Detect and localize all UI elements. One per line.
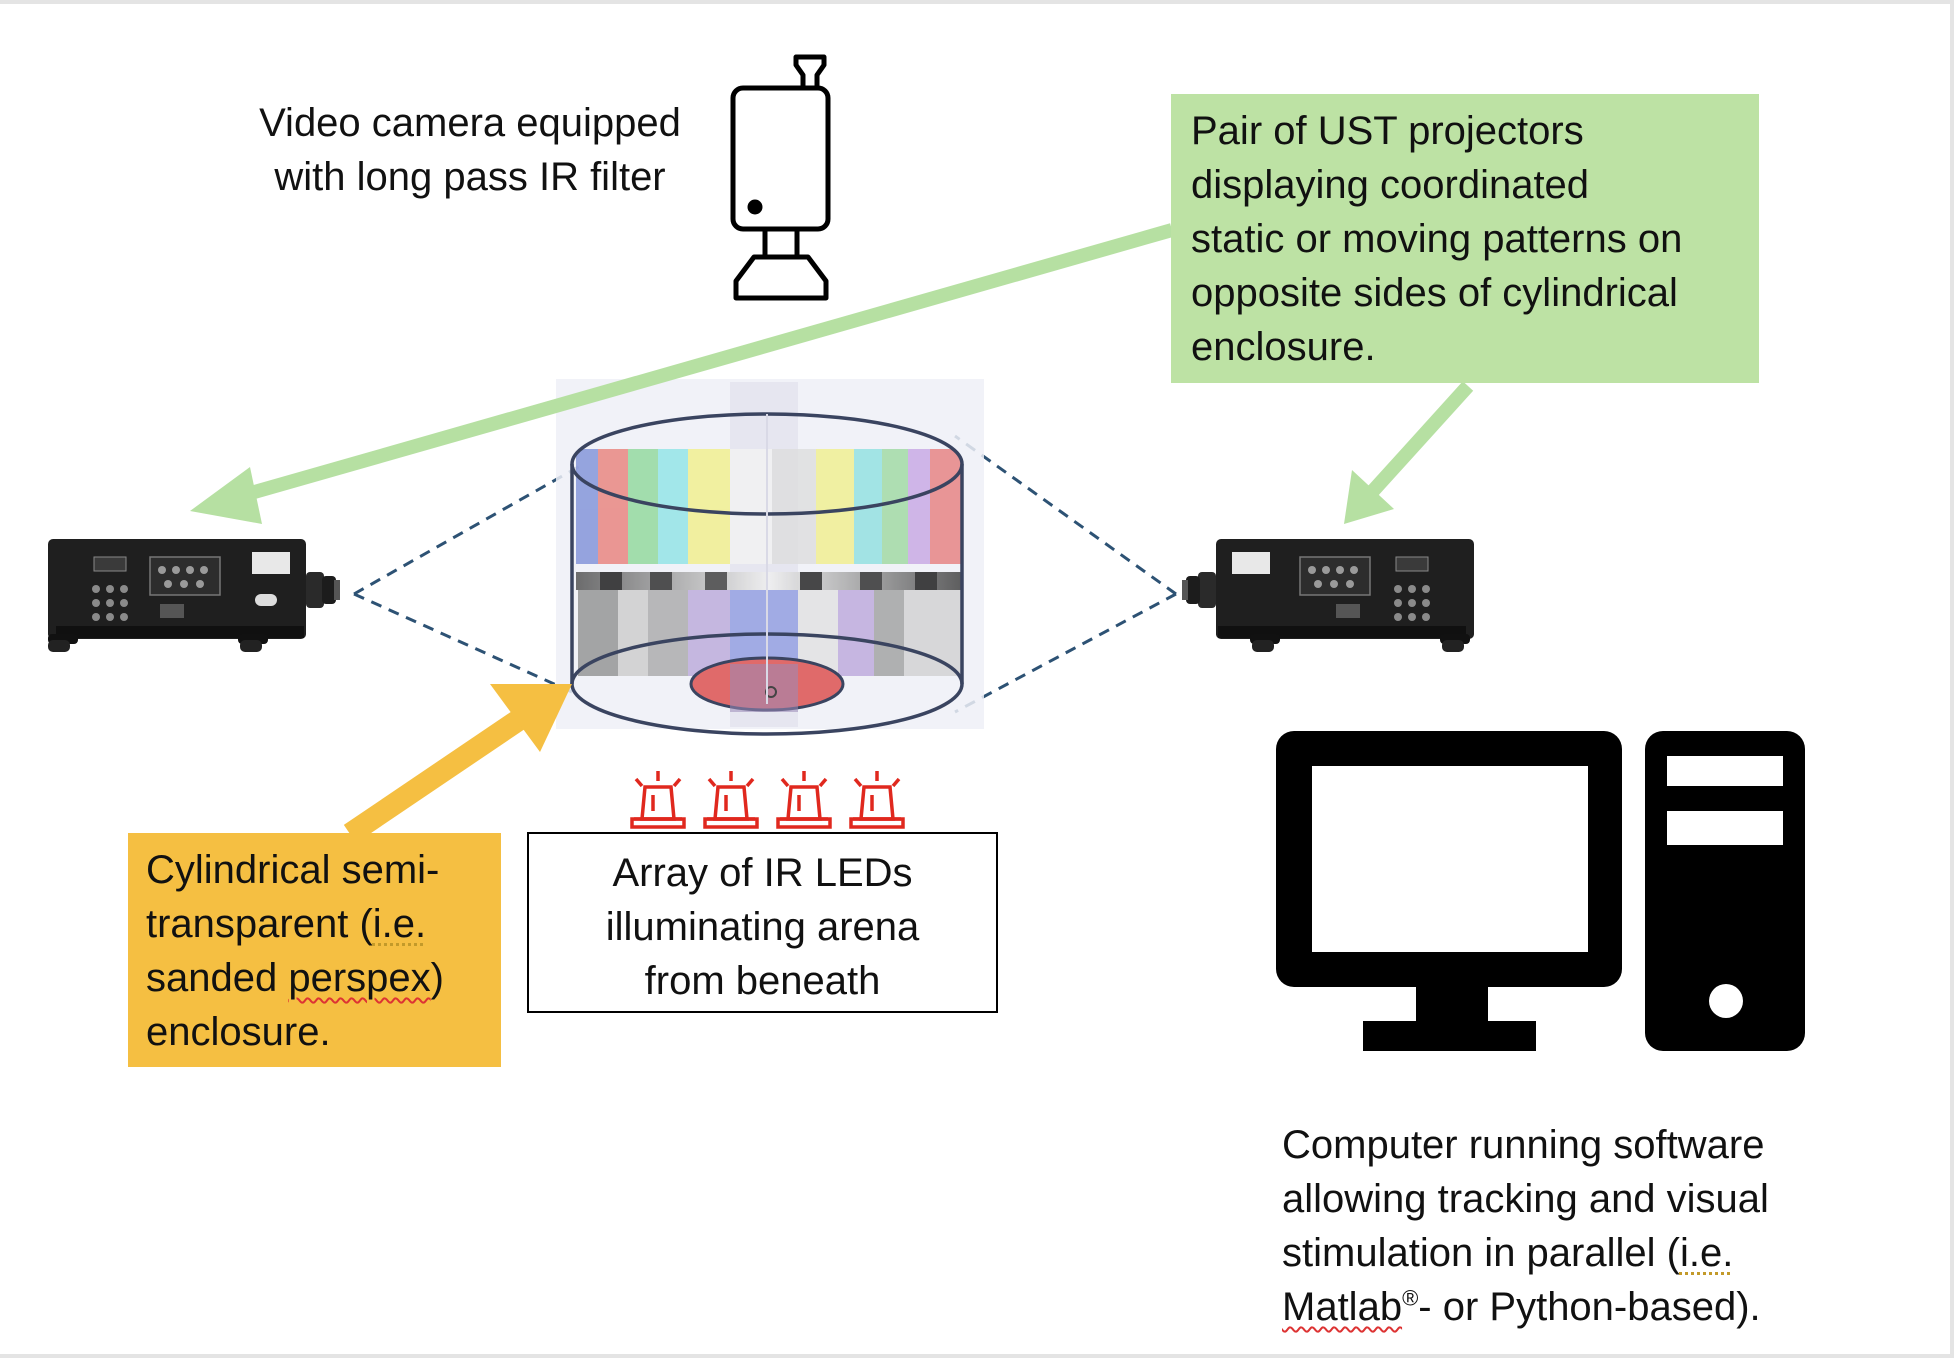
- enclosure-line2b: i.e.: [372, 902, 427, 946]
- computer-label: Computer running software allowing track…: [1282, 1118, 1902, 1334]
- enclosure-line3a: sanded: [146, 956, 289, 1000]
- diagram-canvas: [48, 54, 1805, 1051]
- enclosure-callout-text: Cylindrical semi- transparent (i.e. sand…: [146, 843, 496, 1059]
- projection-lines: [353, 434, 1177, 714]
- camera-label: Video camera equipped with long pass IR …: [230, 96, 710, 204]
- ir-led-icon: [703, 771, 759, 829]
- projectors-line5: enclosure.: [1191, 325, 1376, 369]
- enclosure-line2: transparent (i.e.: [146, 897, 496, 951]
- computer-line1: Computer running software: [1282, 1123, 1765, 1167]
- camera-label-line1: Video camera equipped: [259, 101, 681, 145]
- video-camera-icon: [730, 54, 831, 301]
- ir-led-icon: [630, 771, 686, 829]
- computer-line3: stimulation in parallel (i.e.: [1282, 1226, 1902, 1280]
- ir-led-array: [630, 771, 905, 829]
- green-arrows: [190, 223, 1474, 524]
- led-line1: Array of IR LEDs: [612, 851, 913, 895]
- enclosure-line4: enclosure.: [146, 1010, 331, 1054]
- computer-line2: allowing tracking and visual: [1282, 1177, 1769, 1221]
- enclosure-line1: Cylindrical semi-: [146, 848, 440, 892]
- computer-line4c: - or Python-based).: [1418, 1285, 1761, 1329]
- projector-left-icon: [48, 539, 340, 652]
- enclosure-line3: sanded perspex): [146, 951, 496, 1005]
- projectors-callout-text: Pair of UST projectors displaying coordi…: [1191, 104, 1751, 374]
- projectors-line2: displaying coordinated: [1191, 163, 1590, 207]
- camera-label-line2: with long pass IR filter: [274, 155, 666, 199]
- projectors-line4: opposite sides of cylindrical: [1191, 271, 1678, 315]
- cylindrical-enclosure: [556, 379, 984, 736]
- yellow-arrow: [343, 684, 572, 844]
- computer-line4b: ®: [1402, 1285, 1419, 1311]
- led-callout-text: Array of IR LEDs illuminating arena from…: [529, 846, 996, 1008]
- projectors-line3: static or moving patterns on: [1191, 217, 1683, 261]
- computer-line4: Matlab®- or Python-based).: [1282, 1280, 1902, 1334]
- projected-pattern: [576, 449, 962, 676]
- computer-line4a: Matlab: [1282, 1285, 1403, 1329]
- led-line2: illuminating arena: [605, 905, 920, 949]
- led-line3: from beneath: [644, 959, 881, 1003]
- desktop-computer-icon: [1276, 731, 1805, 1051]
- enclosure-line2a: transparent (: [146, 902, 373, 946]
- computer-line3b: i.e.: [1679, 1231, 1734, 1275]
- led-callout: Array of IR LEDs illuminating arena from…: [527, 832, 998, 1013]
- enclosure-line3c: ): [430, 956, 444, 1000]
- projectors-line1: Pair of UST projectors: [1191, 109, 1584, 153]
- enclosure-callout: Cylindrical semi- transparent (i.e. sand…: [128, 833, 501, 1067]
- ir-led-icon: [776, 771, 832, 829]
- enclosure-line3b: perspex: [288, 956, 431, 1000]
- ir-led-icon: [849, 771, 905, 829]
- projectors-callout: Pair of UST projectors displaying coordi…: [1171, 94, 1759, 383]
- computer-line3a: stimulation in parallel (: [1282, 1231, 1680, 1275]
- projector-right-icon: [1182, 539, 1474, 652]
